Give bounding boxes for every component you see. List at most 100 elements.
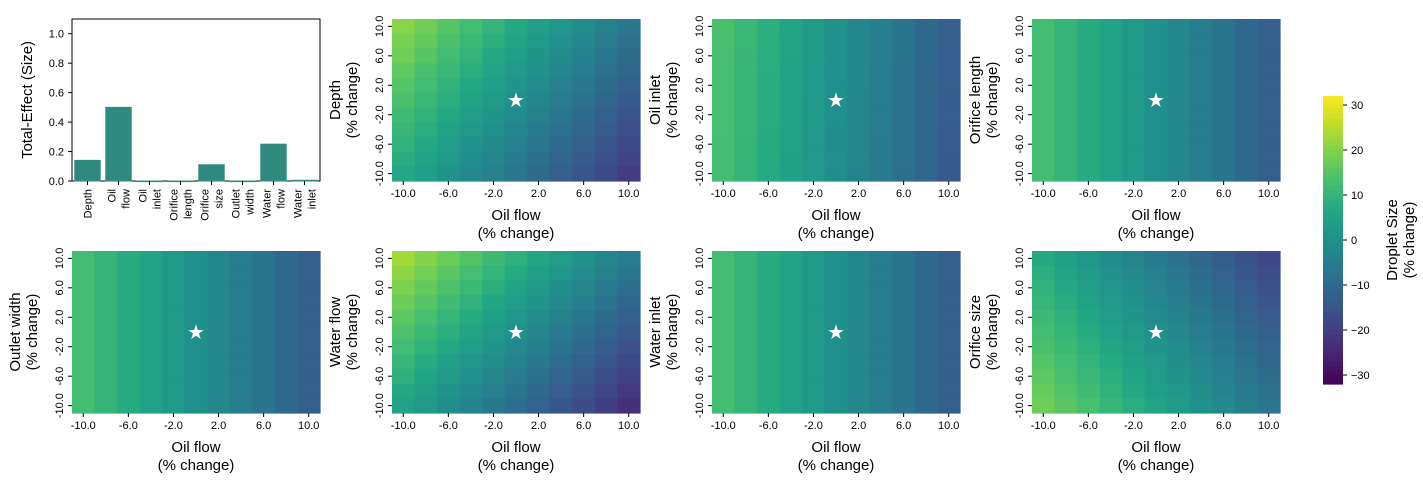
- heatmap-cell: [757, 295, 781, 311]
- heatmap-cell: [802, 339, 826, 355]
- heatmap-cell: [1189, 151, 1213, 167]
- heatmap-cell: [847, 309, 871, 326]
- heatmap-cell: [1167, 136, 1191, 153]
- heatmap-cell: [94, 368, 118, 385]
- heatmap-cell: [1054, 166, 1078, 182]
- heatmap-cell: [892, 265, 916, 282]
- heatmap-cell: [392, 368, 416, 385]
- heatmap-cell: [207, 251, 231, 267]
- heatmap-cell: [482, 136, 506, 153]
- heatmap-cell: [712, 33, 736, 50]
- heatmap-cell: [712, 166, 736, 182]
- colorbar-segment: [1323, 136, 1343, 142]
- heatmap-cell: [779, 339, 803, 355]
- heatmap-cell: [617, 48, 641, 64]
- heatmap-x-tick-label: -10.0: [1031, 420, 1056, 432]
- heatmap-cell: [1054, 368, 1078, 385]
- heatmap-cell: [1077, 398, 1101, 414]
- heatmap-cell: [1122, 339, 1146, 355]
- heatmap-cell: [734, 309, 758, 326]
- bar-y-tick-label: 0.6: [49, 88, 64, 100]
- heatmap-cell: [504, 309, 528, 326]
- colorbar-segment: [1323, 303, 1343, 309]
- heatmap-cell: [549, 398, 573, 414]
- heatmap-cell: [594, 265, 619, 282]
- heatmap-cell: [549, 324, 573, 340]
- heatmap-cell: [734, 151, 758, 167]
- heatmap-cell: [937, 398, 961, 414]
- heatmap-cell: [869, 324, 893, 340]
- heatmap-cell: [139, 339, 163, 355]
- heatmap-cell: [572, 324, 596, 340]
- heatmap-cell: [1189, 354, 1213, 370]
- heatmap-cell: [572, 265, 596, 282]
- heatmap-cell: [1099, 280, 1123, 296]
- heatmap-cell: [914, 280, 939, 296]
- heatmap-cell: [1144, 33, 1168, 50]
- heatmap-cell: [734, 48, 758, 64]
- heatmap-cell: [1257, 251, 1281, 267]
- heatmap-cell: [162, 295, 186, 311]
- heatmap-x-tick-label: -10.0: [391, 188, 416, 200]
- heatmap-cell: [139, 295, 163, 311]
- heatmap-cell: [229, 324, 253, 340]
- heatmap-cell: [504, 19, 528, 35]
- heatmap-cell: [437, 166, 461, 182]
- heatmap-cell: [459, 339, 483, 355]
- heatmap-cell: [1257, 48, 1281, 64]
- heatmap-cell: [414, 324, 438, 340]
- heatmap-cell: [139, 280, 163, 296]
- heatmap-y-tick-label: 6.0: [694, 48, 706, 63]
- colorbar-segment: [1323, 244, 1343, 250]
- heatmap-cell: [1077, 383, 1101, 399]
- heatmap-cell: [892, 251, 916, 267]
- colorbar-segment: [1323, 312, 1343, 318]
- heatmap-cell: [1234, 166, 1259, 182]
- heatmap-x-tick-label: 10.0: [938, 420, 959, 432]
- colorbar-segment: [1323, 123, 1343, 129]
- heatmap-cell: [437, 63, 461, 79]
- heatmap-y-tick-label: 6.0: [374, 48, 386, 63]
- heatmap-cell: [1257, 166, 1281, 182]
- heatmap-cell: [1077, 265, 1101, 282]
- heatmap-cell: [914, 265, 939, 282]
- heatmap-cell: [1189, 383, 1213, 399]
- heatmap-cell: [779, 368, 803, 385]
- heatmap-cell: [937, 107, 961, 123]
- heatmap-cell: [549, 280, 573, 296]
- heatmap-cell: [757, 265, 781, 282]
- heatmap-cell: [297, 383, 321, 399]
- heatmap-cell: [1054, 383, 1078, 399]
- heatmap-cell: [802, 92, 826, 108]
- heatmap-y-axis-label: Water flow: [327, 297, 344, 367]
- heatmap-cell: [847, 107, 871, 123]
- heatmap-cell: [779, 19, 803, 35]
- heatmap-cell: [549, 265, 573, 282]
- heatmap-cell: [1144, 309, 1168, 326]
- heatmap-cell: [527, 122, 551, 138]
- heatmap-cell: [1257, 92, 1281, 108]
- heatmap-cell: [847, 251, 871, 267]
- heatmap-cell: [1167, 107, 1191, 123]
- heatmap-cell: [437, 48, 461, 64]
- heatmap-cell: [734, 33, 758, 50]
- heatmap-cell: [297, 398, 321, 414]
- heatmap-cell: [1257, 107, 1281, 123]
- colorbar-tick-label: 30: [1351, 100, 1363, 112]
- colorbar-segment: [1323, 141, 1343, 147]
- heatmap-cell: [459, 33, 483, 50]
- heatmap-cell: [252, 368, 276, 385]
- heatmap-x-tick-label: 6.0: [896, 188, 911, 200]
- bar-y-tick-label: 0.2: [49, 147, 64, 159]
- colorbar-segment: [1323, 289, 1343, 295]
- heatmap-cell: [437, 33, 461, 50]
- heatmap-cell: [802, 368, 826, 385]
- heatmap-y-tick-label: 2.0: [694, 78, 706, 93]
- heatmap-cell: [757, 48, 781, 64]
- heatmap-cell: [414, 280, 438, 296]
- heatmap-cell: [1054, 309, 1078, 326]
- heatmap-cell: [1144, 166, 1168, 182]
- heatmap-cell: [504, 368, 528, 385]
- heatmap-cell: [1099, 295, 1123, 311]
- heatmap-cell: [504, 280, 528, 296]
